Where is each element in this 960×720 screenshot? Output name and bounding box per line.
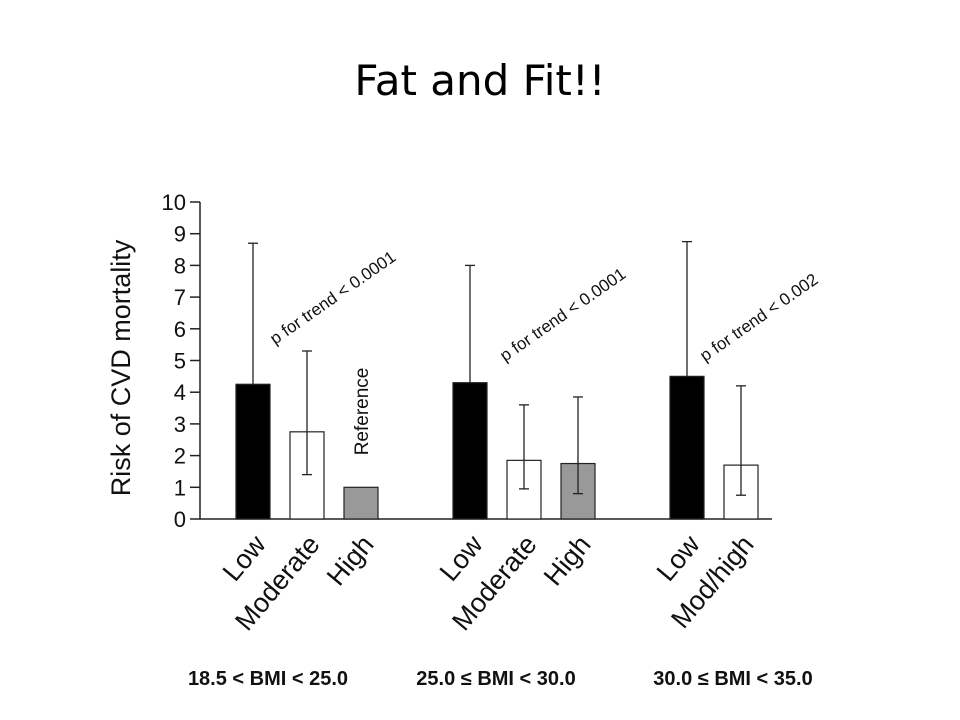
category-label: High	[321, 530, 380, 592]
trend-label: p for trend < 0.0001	[496, 264, 629, 365]
y-tick-label: 1	[174, 475, 186, 500]
trend-label: p for trend < 0.0001	[266, 247, 399, 348]
y-tick-label: 9	[174, 222, 186, 247]
y-tick-label: 4	[174, 380, 186, 405]
bar-low	[669, 375, 705, 520]
trend-label: p for trend < 0.002	[696, 270, 821, 366]
bar-high	[343, 486, 379, 520]
y-tick-label: 8	[174, 253, 186, 278]
category-label: High	[538, 530, 597, 592]
y-tick-label: 3	[174, 412, 186, 437]
bar-low	[452, 382, 488, 520]
bar-low	[235, 383, 271, 520]
bmi-group-label: 30.0 ≤ BMI < 35.0	[653, 668, 812, 690]
y-tick-label: 7	[174, 285, 186, 310]
y-axis-label: Risk of CVD mortality	[106, 239, 136, 496]
reference-annotation: Reference	[352, 368, 373, 456]
y-tick-label: 2	[174, 444, 186, 469]
bmi-group-label: 18.5 < BMI < 25.0	[188, 668, 348, 690]
y-tick-label: 5	[174, 349, 186, 374]
bmi-group-label: 25.0 ≤ BMI < 30.0	[416, 668, 575, 690]
slide-title: Fat and Fit!!	[354, 56, 606, 105]
y-tick-label: 0	[174, 507, 186, 532]
y-tick-label: 10	[162, 190, 186, 215]
y-tick-label: 6	[174, 317, 186, 342]
